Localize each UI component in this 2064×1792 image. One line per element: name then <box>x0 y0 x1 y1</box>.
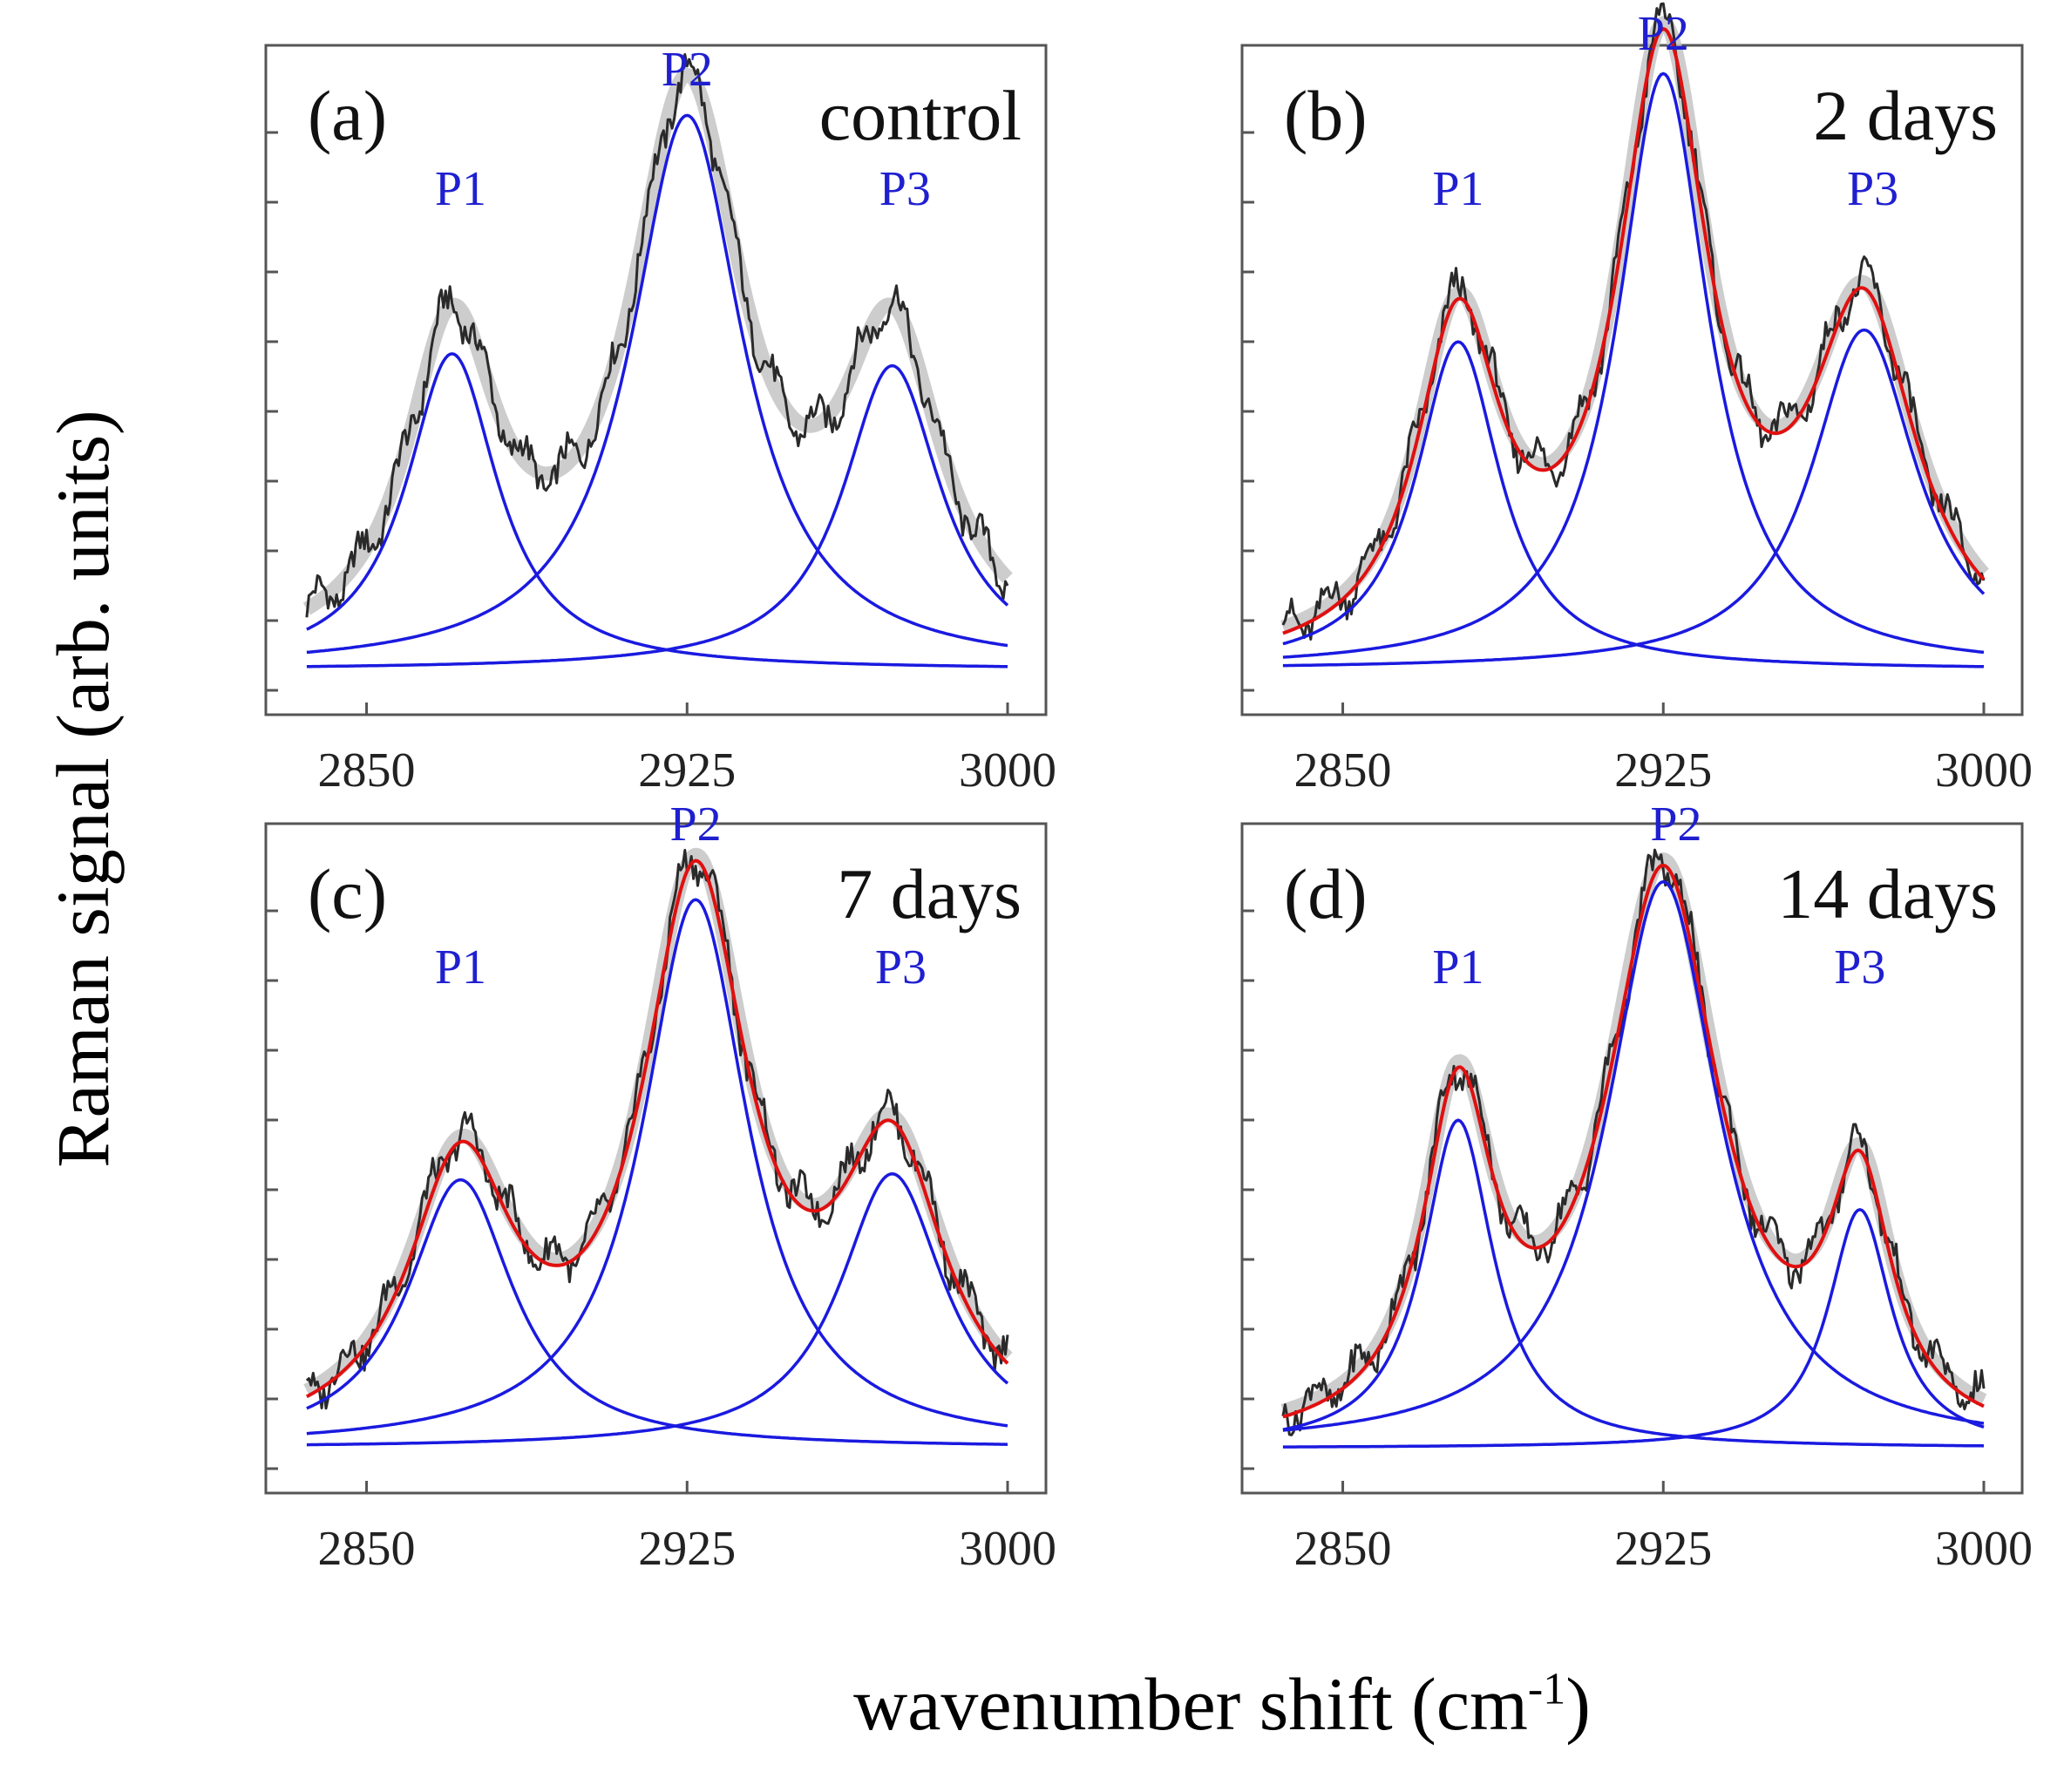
component-p2-line <box>1282 879 1985 1432</box>
peak-label-p3: P3 <box>1834 940 1885 994</box>
peak-label-p3: P3 <box>879 162 931 216</box>
panel-letter: (b) <box>1284 76 1368 155</box>
fit-curve-line <box>1282 27 1986 635</box>
peak-label-p2: P2 <box>670 798 722 852</box>
component-p1-line <box>1282 340 1985 669</box>
peak-label-p2: P2 <box>1650 798 1701 852</box>
component-p3-line <box>1282 1207 1985 1449</box>
panel-title: 14 days <box>1777 854 1998 933</box>
component-p1-line <box>306 352 1008 669</box>
panel-a: 2850 2925 3000 P1 P2 P3 (a) control <box>264 43 1056 798</box>
x-tick-label: 2925 <box>638 1522 736 1576</box>
peak-label-p1: P1 <box>1432 940 1484 994</box>
x-tick-label: 3000 <box>1935 1522 2033 1576</box>
fit-curve-line <box>305 859 1009 1399</box>
panel-b: 2850 2925 3000 P1 P2 P3 (b) 2 days <box>1240 2 2033 798</box>
peak-label-p1: P1 <box>1432 162 1484 216</box>
component-p2-line <box>306 113 1008 655</box>
panel-title: 7 days <box>837 854 1022 933</box>
component-p2-line <box>1282 71 1985 659</box>
x-tick-label: 2925 <box>1614 743 1712 798</box>
peak-label-p3: P3 <box>875 940 927 994</box>
component-p3-line <box>306 363 1009 669</box>
peak-label-p1: P1 <box>435 162 486 216</box>
peak-label-p2: P2 <box>1638 7 1689 61</box>
x-tick-label: 2925 <box>638 743 736 798</box>
panel-title: control <box>819 76 1022 155</box>
x-tick-label: 2850 <box>318 743 416 798</box>
panel-d: 2850 2925 3000 P1 P2 P3 (d) 14 days <box>1240 798 2033 1576</box>
component-p2-line <box>306 898 1008 1436</box>
panel-letter: (a) <box>308 76 387 155</box>
raw-spectrum-line <box>305 53 1009 618</box>
peak-label-p2: P2 <box>662 43 713 97</box>
x-tick-label: 2850 <box>1294 743 1392 798</box>
component-p1-line <box>306 1178 1008 1446</box>
peak-label-p1: P1 <box>435 940 486 994</box>
x-tick-label: 2850 <box>318 1522 416 1576</box>
panel-letter: (d) <box>1284 854 1368 933</box>
panel-letter: (c) <box>308 854 387 933</box>
panel-c: 2850 2925 3000 P1 P2 P3 (c) 7 days <box>264 798 1056 1576</box>
x-tick-label: 3000 <box>1935 743 2033 798</box>
x-tick-label: 2850 <box>1294 1522 1392 1576</box>
component-p1-line <box>1282 1118 1985 1448</box>
component-p3-line <box>306 1172 1009 1447</box>
peak-label-p3: P3 <box>1847 162 1898 216</box>
component-p3-line <box>1282 328 1986 668</box>
panel-title: 2 days <box>1813 76 1998 155</box>
x-tick-label: 2925 <box>1614 1522 1712 1576</box>
x-tick-label: 3000 <box>959 1522 1056 1576</box>
x-tick-label: 3000 <box>959 743 1056 798</box>
fit-curve-line <box>1282 863 1985 1419</box>
